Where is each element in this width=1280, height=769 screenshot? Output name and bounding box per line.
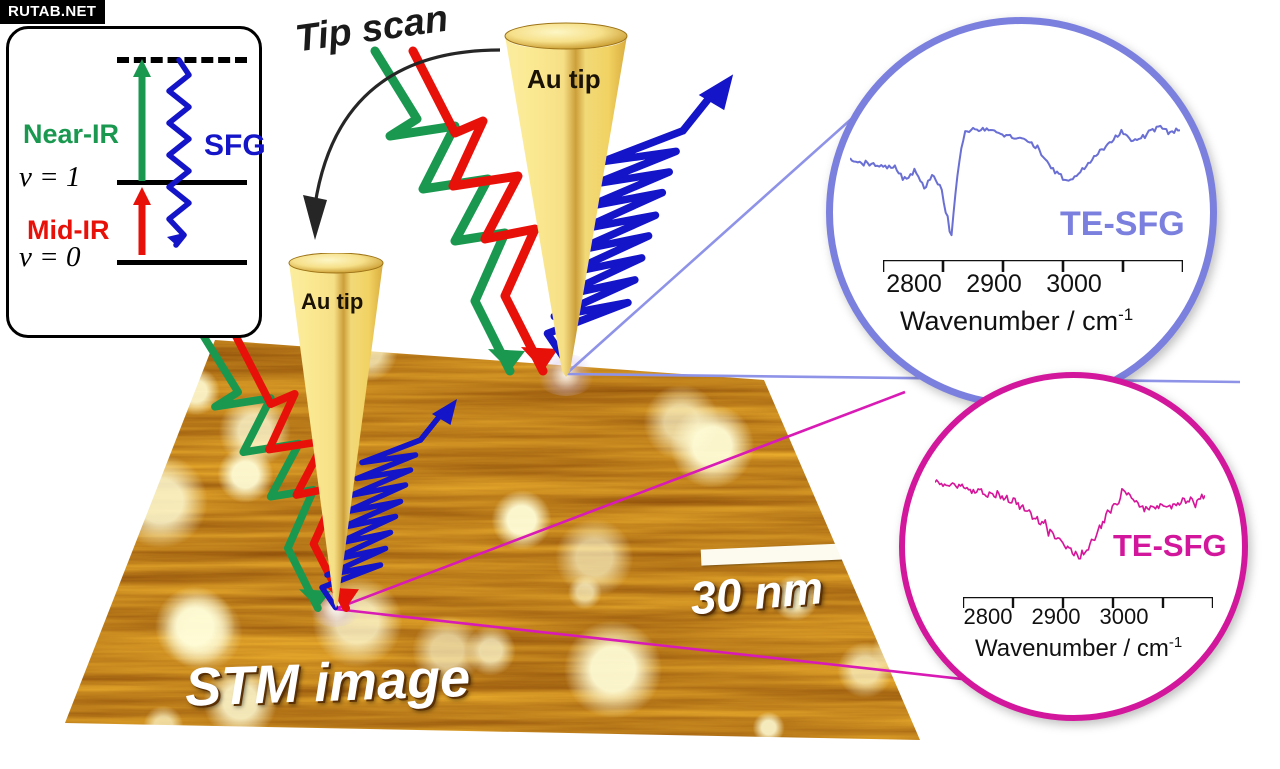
svg-text:Au tip: Au tip bbox=[527, 64, 601, 94]
svg-text:Au tip: Au tip bbox=[301, 289, 363, 314]
